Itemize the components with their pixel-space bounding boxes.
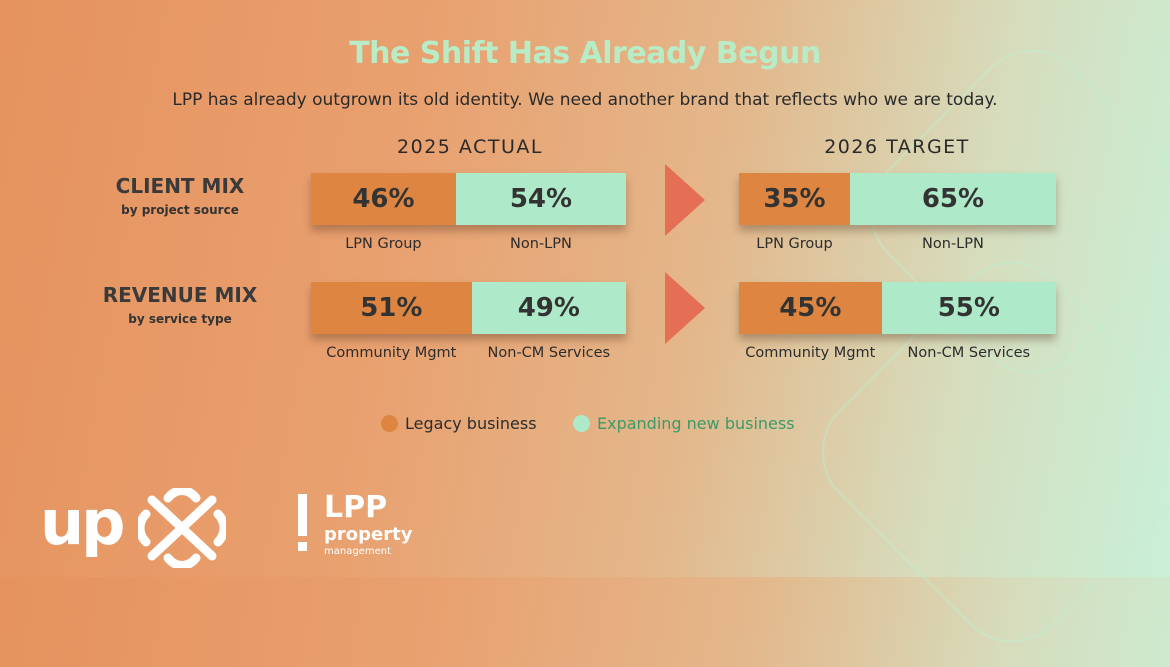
row-title: REVENUE MIX bbox=[102, 283, 258, 307]
up-logo: up bbox=[40, 486, 126, 559]
row-label-client-mix: CLIENT MIX by project source bbox=[90, 174, 270, 217]
row-subtitle: by project source bbox=[121, 203, 239, 217]
logo-text: LPP bbox=[324, 490, 388, 525]
legend-new: Expanding new business bbox=[573, 414, 795, 433]
segment-label: Community Mgmt bbox=[326, 345, 457, 361]
bar-segment-legacy: 46% bbox=[311, 173, 456, 225]
stacked-bar: 45% 55% bbox=[739, 282, 1056, 334]
bar-segment-new: 49% bbox=[471, 282, 626, 334]
column-header-2026: 2026 TARGET bbox=[824, 136, 970, 158]
bar-segment-legacy: 45% bbox=[739, 282, 882, 334]
row-label-revenue-mix: REVENUE MIX by service type bbox=[90, 283, 270, 326]
legend-label: Expanding new business bbox=[597, 414, 795, 433]
bar-segment-new: 54% bbox=[455, 173, 626, 225]
row-subtitle: by service type bbox=[128, 312, 232, 326]
bar-segment-new: 55% bbox=[881, 282, 1056, 334]
stacked-bar: 46% 54% bbox=[311, 173, 626, 225]
column-header-2025: 2025 ACTUAL bbox=[397, 136, 543, 158]
segment-label: LPN Group bbox=[756, 236, 833, 252]
bar-segment-legacy: 51% bbox=[311, 282, 472, 334]
bar-segment-legacy: 35% bbox=[739, 173, 850, 225]
logo-text: management bbox=[324, 546, 391, 557]
logo-text: property bbox=[324, 524, 413, 545]
segment-label: Non-LPN bbox=[510, 236, 572, 252]
arrow-right-icon bbox=[665, 272, 705, 344]
slide-subtitle: LPP has already outgrown its old identit… bbox=[172, 90, 998, 110]
logo-dot bbox=[298, 542, 307, 551]
segment-labels: LPN Group Non-LPN bbox=[739, 236, 1056, 252]
legend-legacy: Legacy business bbox=[381, 414, 537, 433]
segment-labels: LPN Group Non-LPN bbox=[311, 236, 626, 252]
segment-labels: Community Mgmt Non-CM Services bbox=[311, 345, 626, 361]
stacked-bar: 51% 49% bbox=[311, 282, 626, 334]
logo-bar bbox=[298, 494, 307, 536]
legend-label: Legacy business bbox=[405, 414, 537, 433]
segment-labels: Community Mgmt Non-CM Services bbox=[739, 345, 1056, 361]
slide-title: The Shift Has Already Begun bbox=[349, 36, 821, 71]
clover-logo-icon bbox=[138, 488, 226, 568]
segment-label: Non-CM Services bbox=[907, 345, 1031, 361]
bar-segment-new: 65% bbox=[849, 173, 1056, 225]
legend-swatch-legacy bbox=[381, 415, 398, 432]
segment-label: Community Mgmt bbox=[745, 345, 876, 361]
segment-label: Non-LPN bbox=[922, 236, 984, 252]
legend-swatch-new bbox=[573, 415, 590, 432]
segment-label: LPN Group bbox=[345, 236, 422, 252]
segment-label: Non-CM Services bbox=[487, 345, 611, 361]
stacked-bar: 35% 65% bbox=[739, 173, 1056, 225]
arrow-right-icon bbox=[665, 164, 705, 236]
row-title: CLIENT MIX bbox=[115, 174, 245, 198]
